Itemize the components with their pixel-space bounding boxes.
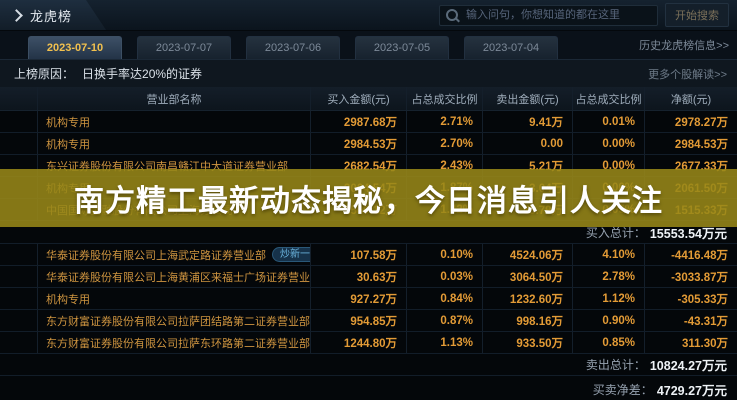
broker-seat-table: 营业部名称 买入金额(元) 占总成交比例 卖出金额(元) 占总成交比例 净额(元… (0, 87, 737, 400)
net-total-value: 4729.27万元 (656, 383, 727, 398)
buy-amount: 2984.53万 (310, 133, 406, 154)
reason-text: 日换手率达20%的证券 (82, 67, 203, 81)
sell-pct: 0.00% (572, 155, 644, 176)
sell-amount: 1232.60万 (482, 288, 572, 309)
date-tab-2023-07-10[interactable]: 2023-07-10 (28, 36, 122, 59)
date-tab-2023-07-05[interactable]: 2023-07-05 (355, 36, 449, 59)
branch-name: 机构专用 (37, 111, 310, 132)
sell-pct: 0.85% (572, 332, 644, 353)
sell-total-row: 卖出总计： 10824.27万元 (0, 354, 737, 376)
net-amount: 311.30万 (644, 332, 737, 353)
listing-reason-row: 上榜原因： 日换手率达20%的证券 更多个股解读>> (0, 59, 737, 87)
header-buy-amount: 买入金额(元) (310, 87, 406, 110)
buy-pct: 0.87% (406, 310, 482, 331)
header-sell-amount: 卖出金额(元) (482, 87, 572, 110)
branch-name: 东方财富证券股份有限公司拉萨东环路第二证券营业部 (37, 332, 310, 353)
buy-pct: 0.84% (406, 288, 482, 309)
sell-amount: 3064.50万 (482, 266, 572, 287)
date-tab-bar: 2023-07-10 2023-07-07 2023-07-06 2023-07… (0, 31, 737, 59)
header-gutter (0, 87, 37, 110)
row-gutter (0, 332, 37, 353)
page-title: 龙虎榜 (30, 8, 73, 24)
top-bar: 龙虎榜 开始搜索 (0, 0, 737, 31)
search-icon (446, 9, 458, 21)
sell-amount: 4524.06万 (482, 244, 572, 265)
table-row[interactable]: 东方财富证券股份有限公司拉萨东环路第二证券营业部 1244.80万 1.13% … (0, 332, 737, 354)
more-stock-insight-link[interactable]: 更多个股解读>> (648, 68, 727, 81)
brand-tab: 龙虎榜 (0, 0, 106, 30)
table-header-row: 营业部名称 买入金额(元) 占总成交比例 卖出金额(元) 占总成交比例 净额(元… (0, 87, 737, 111)
buy-amount: 1244.80万 (310, 332, 406, 353)
buy-amount: 927.27万 (310, 288, 406, 309)
sell-total-value: 10824.27万元 (649, 359, 727, 373)
news-banner-text: 南方精工最新动态揭秘，今日消息引人关注 (74, 185, 663, 218)
net-amount: -305.33万 (644, 288, 737, 309)
row-gutter (0, 111, 37, 132)
header-branch-name: 营业部名称 (37, 87, 310, 110)
sell-pct: 0.90% (572, 310, 644, 331)
table-row[interactable]: 东方财富证券股份有限公司拉萨团结路第二证券营业部 954.85万 0.87% 9… (0, 310, 737, 332)
net-total-label: 买卖净差： (592, 382, 653, 397)
row-gutter (0, 288, 37, 309)
sell-pct: 2.78% (572, 266, 644, 287)
net-amount: 2978.27万 (644, 111, 737, 132)
search-input[interactable] (464, 8, 651, 22)
sell-amount: 998.16万 (482, 310, 572, 331)
buy-amount: 107.58万 (310, 244, 406, 265)
buy-pct: 1.13% (406, 332, 482, 353)
news-banner-overlay[interactable]: 南方精工最新动态揭秘，今日消息引人关注 (0, 169, 737, 227)
row-gutter (0, 244, 37, 265)
date-tab-2023-07-07[interactable]: 2023-07-07 (137, 36, 231, 59)
header-sell-pct: 占总成交比例 (572, 87, 644, 110)
sell-total-label: 卖出总计： (585, 358, 646, 372)
header-buy-pct: 占总成交比例 (406, 87, 482, 110)
branch-name: 机构专用 (37, 288, 310, 309)
chevron-right-icon (10, 8, 23, 22)
buy-amount: 2987.68万 (310, 111, 406, 132)
net-amount: -4416.48万 (644, 244, 737, 265)
buy-pct: 0.03% (406, 266, 482, 287)
sell-amount: 933.50万 (482, 332, 572, 353)
branch-name: 东方财富证券股份有限公司拉萨团结路第二证券营业部 (37, 310, 310, 331)
buy-pct: 2.71% (406, 111, 482, 132)
buy-amount: 954.85万 (310, 310, 406, 331)
buy-total-label: 买入总计： (585, 225, 646, 240)
search-button[interactable]: 开始搜索 (665, 3, 729, 27)
table-row[interactable]: 机构专用 2984.53万 2.70% 0.00 0.00% 2984.53万 (0, 133, 737, 155)
buy-total-value: 15553.54万元 (649, 226, 727, 241)
date-tab-2023-07-04[interactable]: 2023-07-04 (464, 36, 558, 59)
net-amount: 2984.53万 (644, 133, 737, 154)
history-board-link[interactable]: 历史龙虎榜信息>> (639, 40, 729, 52)
row-gutter (0, 310, 37, 331)
sell-amount: 0.00 (482, 133, 572, 154)
header-net-amount: 净额(元) (644, 87, 737, 110)
net-amount: -3033.87万 (644, 266, 737, 287)
search-box (439, 4, 658, 26)
sell-amount: 9.41万 (482, 111, 572, 132)
hot-money-badge: 炒新一族 (272, 247, 310, 262)
buy-pct: 2.43% (406, 155, 482, 176)
branch-name: 华泰证券股份有限公司上海黄浦区来福士广场证券营业部 (37, 266, 310, 287)
table-row[interactable]: 机构专用 2987.68万 2.71% 9.41万 0.01% 2978.27万 (0, 111, 737, 133)
sell-pct: 4.10% (572, 244, 644, 265)
table-row[interactable]: 机构专用 927.27万 0.84% 1232.60万 1.12% -305.3… (0, 288, 737, 310)
date-tab-2023-07-06[interactable]: 2023-07-06 (246, 36, 340, 59)
sell-pct: 1.12% (572, 288, 644, 309)
branch-name: 华泰证券股份有限公司上海武定路证券营业部 炒新一族 (37, 244, 310, 265)
buy-amount: 30.63万 (310, 266, 406, 287)
buy-pct: 2.70% (406, 133, 482, 154)
net-total-row: 买卖净差： 4729.27万元 (0, 376, 737, 400)
sell-pct: 0.01% (572, 111, 644, 132)
row-gutter (0, 266, 37, 287)
table-row[interactable]: 华泰证券股份有限公司上海黄浦区来福士广场证券营业部 30.63万 0.03% 3… (0, 266, 737, 288)
buy-pct: 0.10% (406, 244, 482, 265)
branch-name: 机构专用 (37, 133, 310, 154)
reason-label: 上榜原因： (14, 67, 75, 81)
net-amount: -43.31万 (644, 310, 737, 331)
sell-pct: 0.00% (572, 133, 644, 154)
table-row[interactable]: 华泰证券股份有限公司上海武定路证券营业部 炒新一族 107.58万 0.10% … (0, 244, 737, 266)
row-gutter (0, 133, 37, 154)
